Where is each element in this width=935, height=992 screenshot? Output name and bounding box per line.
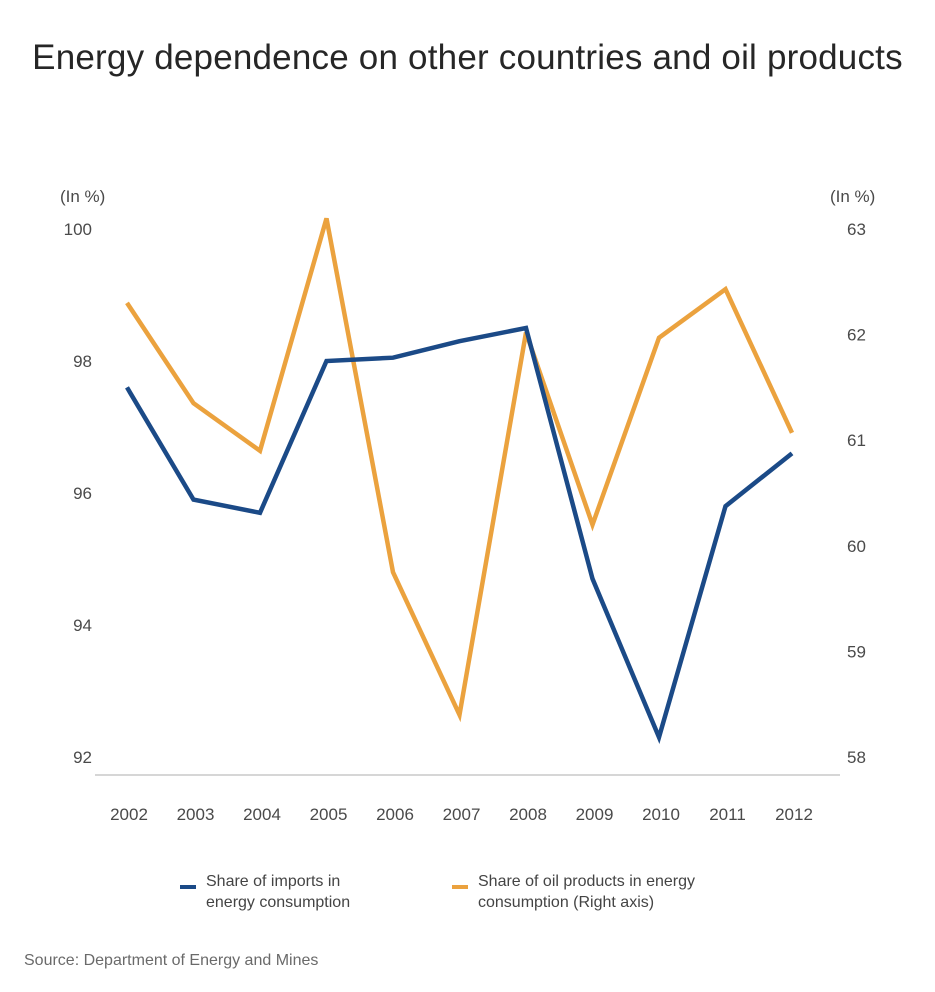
- left-tick-label: 94: [73, 616, 92, 635]
- legend-oil-line1: Share of oil products in energy: [478, 873, 696, 890]
- right-axis-unit-label: (In %): [830, 187, 875, 206]
- right-tick-label: 63: [847, 220, 866, 239]
- x-tick-label: 2007: [443, 805, 481, 824]
- left-axis-unit-label: (In %): [60, 187, 105, 206]
- x-tick-label: 2002: [110, 805, 148, 824]
- chart-title: Energy dependence on other countries and…: [32, 38, 903, 77]
- x-tick-label: 2005: [310, 805, 348, 824]
- legend-swatch-imports: [180, 885, 196, 889]
- left-tick-label: 96: [73, 484, 92, 503]
- legend-label-oil: Share of oil products in energy consumpt…: [478, 871, 695, 913]
- x-tick-label: 2009: [576, 805, 614, 824]
- left-tick-label: 98: [73, 352, 92, 371]
- series-line-oil: [125, 217, 795, 723]
- x-tick-label: 2012: [775, 805, 813, 824]
- x-tick-label: 2004: [243, 805, 281, 824]
- right-axis-ticks: 63 62 61 60 59 58: [847, 220, 866, 767]
- series-layer: [125, 217, 795, 744]
- x-tick-label: 2006: [376, 805, 414, 824]
- right-tick-label: 61: [847, 431, 866, 450]
- x-tick-label: 2010: [642, 805, 680, 824]
- right-tick-label: 60: [847, 537, 866, 556]
- x-tick-label: 2011: [709, 805, 746, 824]
- legend-oil-line2: consumption (Right axis): [478, 894, 655, 911]
- right-tick-label: 58: [847, 748, 866, 767]
- series-line-imports: [125, 325, 794, 744]
- x-tick-label: 2008: [509, 805, 547, 824]
- left-axis-ticks: 100 98 96 94 92: [64, 220, 92, 767]
- left-tick-label: 92: [73, 748, 92, 767]
- right-tick-label: 62: [847, 326, 866, 345]
- right-tick-label: 59: [847, 642, 866, 661]
- source-note: Source: Department of Energy and Mines: [24, 952, 319, 969]
- legend-imports-line1: Share of imports in: [206, 873, 341, 890]
- legend-swatch-oil: [452, 885, 468, 889]
- x-axis-ticks: 2002 2003 2004 2005 2006 2007 2008 2009 2010 2011…: [110, 805, 813, 824]
- x-tick-label: 2003: [177, 805, 215, 824]
- left-tick-label: 100: [64, 220, 92, 239]
- legend-imports-line2: energy consumption: [206, 894, 351, 911]
- legend-label-imports: Share of imports in energy consumption: [206, 871, 350, 913]
